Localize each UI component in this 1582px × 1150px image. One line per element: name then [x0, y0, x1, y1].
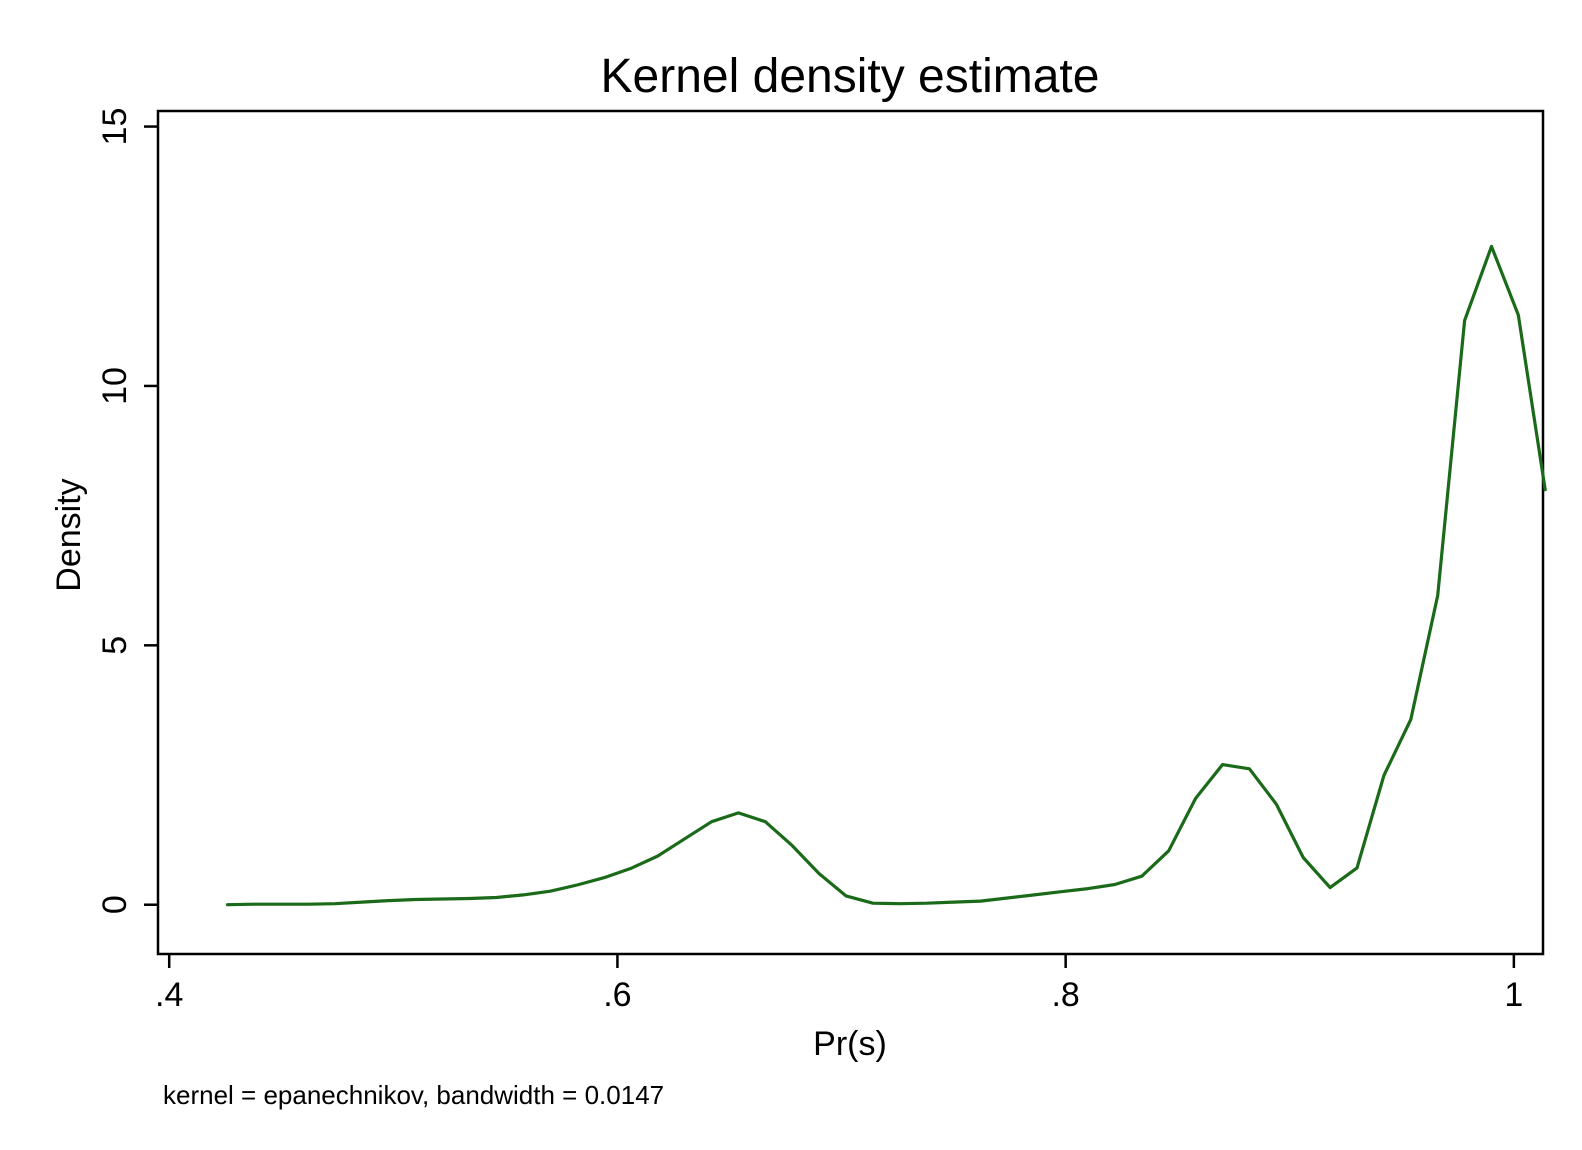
y-tick-label: 10: [96, 367, 134, 405]
y-tick-label: 5: [96, 636, 134, 655]
y-axis: 0 5 10 15: [96, 108, 158, 914]
x-tick-label: .6: [603, 976, 631, 1014]
y-tick-label: 0: [96, 895, 134, 914]
x-tick-label: .4: [155, 976, 183, 1014]
y-axis-label: Density: [50, 478, 88, 591]
x-tick-label: .8: [1051, 976, 1079, 1014]
density-line: [225, 244, 1547, 907]
x-axis-label: Pr(s): [813, 1025, 887, 1063]
y-tick-label: 15: [96, 108, 134, 146]
chart-title: Kernel density estimate: [601, 50, 1100, 103]
plot-frame: [156, 109, 1545, 956]
x-axis: .4 .6 .8 1: [155, 954, 1523, 1014]
kernel-note: kernel = epanechnikov, bandwidth = 0.014…: [163, 1080, 664, 1110]
x-tick-label: 1: [1504, 976, 1523, 1014]
